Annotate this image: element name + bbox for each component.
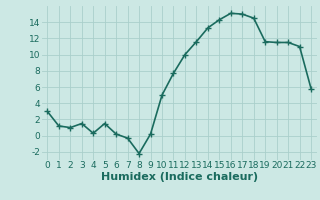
X-axis label: Humidex (Indice chaleur): Humidex (Indice chaleur) — [100, 172, 258, 182]
